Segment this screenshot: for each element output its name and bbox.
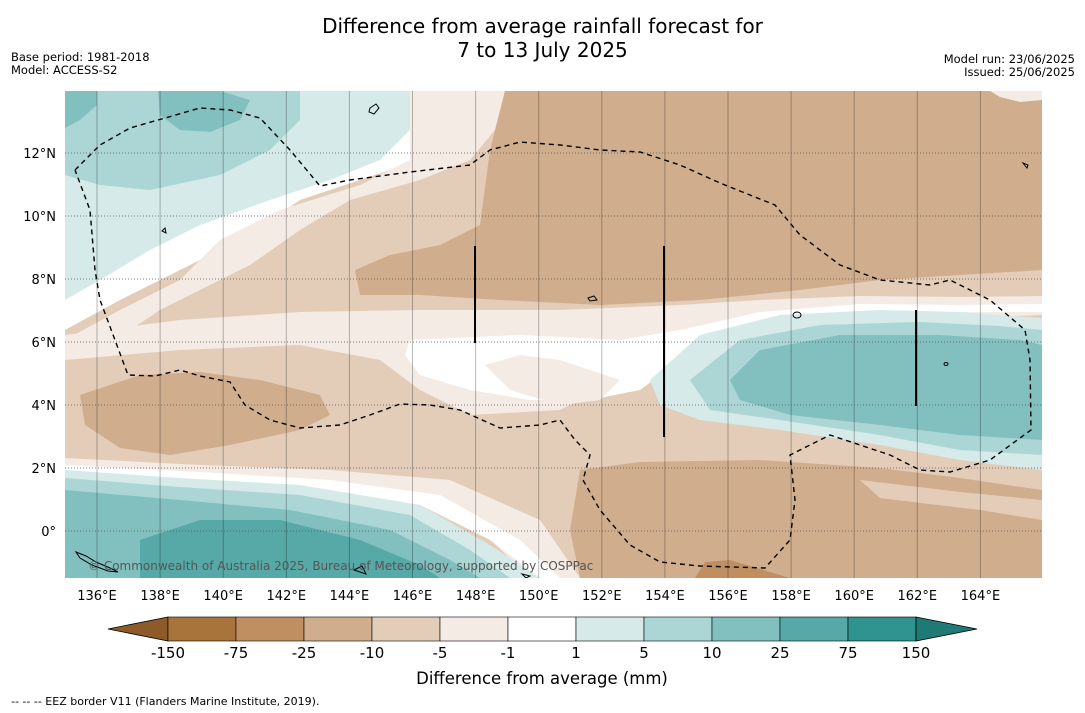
neg-strong-north [355, 91, 1042, 305]
longitude-label: 142°E [267, 589, 307, 604]
weak-neg-band-north [65, 91, 505, 350]
colorbar: -150 -75 -25 -10 -5 -1 1 5 10 25 75 150 [107, 616, 978, 662]
colorbar-tick-label: 10 [702, 644, 721, 662]
colorbar-tick-label: 5 [639, 644, 649, 662]
latitude-label: 0° [41, 525, 56, 540]
colorbar-segment [235, 616, 305, 642]
colorbar-segment [167, 616, 237, 642]
colorbar-title: Difference from average (mm) [416, 669, 668, 688]
latitude-labels: 12°N 10°N 8°N 6°N 4°N 2°N 0° [23, 147, 56, 540]
eez-footnote: -- -- -- EEZ border V11 (Flanders Marine… [11, 695, 320, 708]
longitude-label: 140°E [203, 589, 243, 604]
longitude-label: 138°E [140, 589, 180, 604]
longitude-label: 152°E [582, 589, 622, 604]
colorbar-tick-label: -75 [224, 644, 249, 662]
colorbar-segment [507, 616, 577, 642]
colorbar-tick-label: 150 [902, 644, 931, 662]
colorbar-tick-label: -5 [433, 644, 448, 662]
pos-strong-north-1 [65, 91, 97, 128]
neutral-central-inner [485, 355, 620, 405]
colorbar-segment [371, 616, 441, 642]
title-line-1: Difference from average rainfall forecas… [322, 14, 763, 38]
colorbar-segment [643, 616, 713, 642]
colorbar-tick-label: 75 [838, 644, 857, 662]
longitude-label: 148°E [456, 589, 496, 604]
latitude-label: 8°N [32, 273, 57, 288]
issued-date: Issued: 25/06/2025 [964, 65, 1075, 79]
meta-right: Model run: 23/06/2025 Issued: 25/06/2025 [944, 53, 1075, 79]
latitude-label: 4°N [32, 399, 57, 414]
longitude-label: 158°E [771, 589, 811, 604]
neg-mid-se [860, 480, 1042, 520]
base-period: Base period: 1981-2018 [11, 50, 150, 64]
map-plot-area: © Commonwealth of Australia 2025, Bureau… [65, 91, 1042, 578]
longitude-label: 156°E [708, 589, 748, 604]
longitude-label: 160°E [834, 589, 874, 604]
latitude-label: 12°N [23, 147, 56, 162]
colorbar-tick-label: 1 [571, 644, 581, 662]
islands [74, 103, 1029, 578]
neg-vstrong-se [695, 560, 790, 578]
model-run: Model run: 23/06/2025 [943, 52, 1075, 66]
colorbar-tick-label: 25 [770, 644, 789, 662]
colorbar-segment [711, 616, 781, 642]
neutral-patch-ne [990, 91, 1042, 102]
longitude-label: 144°E [330, 589, 370, 604]
latitude-label: 6°N [32, 336, 57, 351]
colorbar-tick-label: -10 [360, 644, 385, 662]
longitude-label: 154°E [645, 589, 685, 604]
colorbar-segment [847, 616, 917, 642]
pos-vstrong-sw [140, 520, 440, 578]
colorbar-under-arrow [107, 616, 169, 642]
latitude-label: 10°N [23, 210, 56, 225]
longitude-label: 146°E [393, 589, 433, 604]
colorbar-segment [439, 616, 509, 642]
colorbar-over-arrow [915, 616, 978, 642]
colorbar-tick-label: -150 [151, 644, 185, 662]
graticule [65, 91, 1042, 578]
longitude-label: 164°E [961, 589, 1001, 604]
pos-strong-east [730, 335, 1042, 440]
longitude-labels: 136°E 138°E 140°E 142°E 144°E 146°E 148°E 150°E… [77, 589, 1000, 604]
colorbar-tick-label: -1 [501, 644, 516, 662]
model-name: Model: ACCESS-S2 [11, 63, 118, 77]
weak-neg-south [65, 458, 580, 578]
longitude-label: 136°E [77, 589, 117, 604]
eez-border [74, 107, 1032, 569]
longitude-label: 150°E [519, 589, 559, 604]
colorbar-segment [779, 616, 849, 642]
map-title: Difference from average rainfall forecas… [0, 14, 1085, 62]
colorbar-segment [303, 616, 373, 642]
pos-strong-north-2 [158, 91, 250, 132]
title-line-2: 7 to 13 July 2025 [457, 38, 628, 62]
colorbar-segment [575, 616, 645, 642]
copyright-notice: © Commonwealth of Australia 2025, Bureau… [88, 559, 593, 573]
colorbar-tick-label: -25 [292, 644, 317, 662]
meta-left: Base period: 1981-2018 Model: ACCESS-S2 [11, 51, 150, 77]
neg-strong-west [80, 372, 330, 455]
latitude-label: 2°N [32, 462, 57, 477]
longitude-label: 162°E [898, 589, 938, 604]
